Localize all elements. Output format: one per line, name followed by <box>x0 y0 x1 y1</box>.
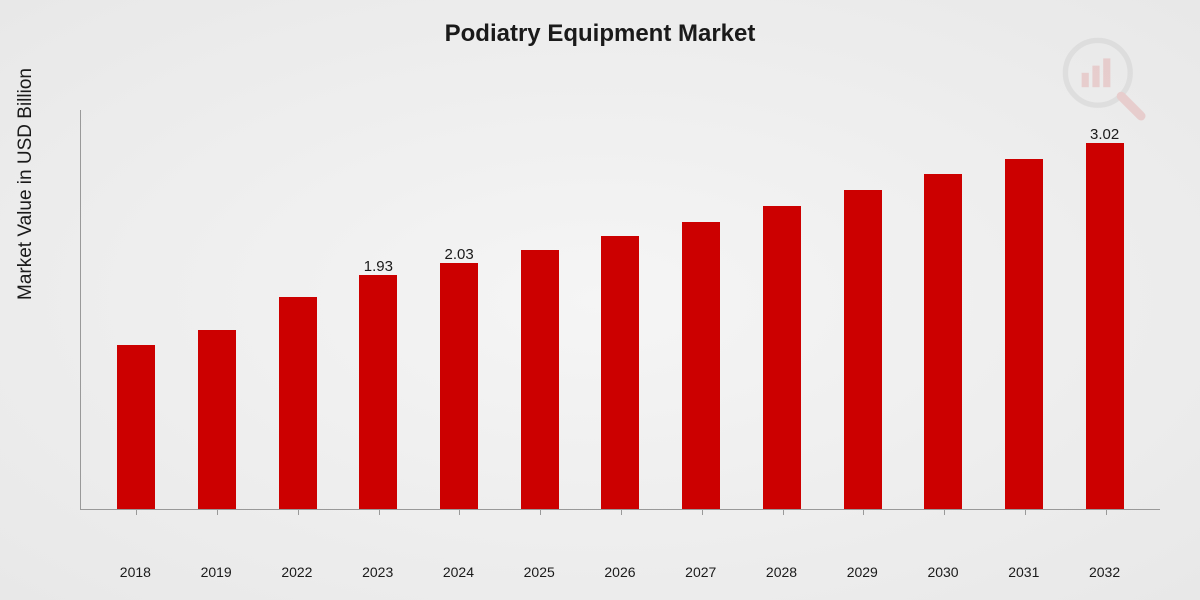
bar-group <box>830 190 895 509</box>
x-axis-label: 2030 <box>911 564 976 580</box>
x-tick <box>379 509 380 515</box>
x-axis-label: 2028 <box>749 564 814 580</box>
x-axis-label: 2031 <box>991 564 1056 580</box>
x-axis-label: 2029 <box>830 564 895 580</box>
y-axis-label: Market Value in USD Billion <box>15 68 37 300</box>
x-axis-label: 2024 <box>426 564 491 580</box>
x-labels-container: 2018 2019 2022 2023 2024 2025 2026 2027 2028 2029… <box>80 564 1160 580</box>
bar <box>1005 159 1043 509</box>
bars-container: 1.932.033.02 <box>81 110 1160 509</box>
bar-group <box>911 174 976 509</box>
bar <box>279 297 317 509</box>
x-tick <box>863 509 864 515</box>
x-tick <box>136 509 137 515</box>
bar <box>198 330 236 509</box>
bar-value-label: 1.93 <box>364 258 393 275</box>
bar <box>924 174 962 509</box>
bar-value-label: 2.03 <box>444 246 473 263</box>
bar-group <box>991 159 1056 509</box>
x-tick <box>1025 509 1026 515</box>
x-tick <box>783 509 784 515</box>
x-axis-label: 2026 <box>587 564 652 580</box>
bar-group <box>185 330 250 509</box>
bar-group <box>749 206 814 509</box>
bar-group <box>104 345 169 509</box>
x-tick <box>298 509 299 515</box>
bar <box>601 236 639 509</box>
bar <box>359 275 397 509</box>
x-axis-label: 2027 <box>668 564 733 580</box>
x-tick <box>1106 509 1107 515</box>
bar <box>440 263 478 509</box>
chart-title: Podiatry Equipment Market <box>0 0 1200 48</box>
plot-area: 1.932.033.02 <box>80 110 1160 510</box>
bar-group <box>669 222 734 509</box>
x-axis-label: 2023 <box>345 564 410 580</box>
bar <box>682 222 720 509</box>
x-tick <box>621 509 622 515</box>
chart-container: 1.932.033.02 201820192022202320242025202… <box>70 90 1170 550</box>
x-tick <box>217 509 218 515</box>
x-tick <box>944 509 945 515</box>
bar <box>763 206 801 509</box>
bar-group: 2.03 <box>427 263 492 509</box>
x-tick <box>540 509 541 515</box>
x-axis-label: 2022 <box>264 564 329 580</box>
bar-group: 1.93 <box>346 275 411 509</box>
bar-group <box>265 297 330 509</box>
bar <box>1086 143 1124 509</box>
bar-value-label: 3.02 <box>1090 126 1119 143</box>
x-axis-label: 2032 <box>1072 564 1137 580</box>
x-axis-label: 2025 <box>507 564 572 580</box>
bar <box>117 345 155 509</box>
x-tick <box>702 509 703 515</box>
bar-group: 3.02 <box>1072 143 1137 509</box>
x-axis-label: 2019 <box>184 564 249 580</box>
x-axis-label: 2018 <box>103 564 168 580</box>
x-tick <box>459 509 460 515</box>
bar <box>844 190 882 509</box>
bar <box>521 250 559 509</box>
bar-group <box>507 250 572 509</box>
bar-group <box>588 236 653 509</box>
